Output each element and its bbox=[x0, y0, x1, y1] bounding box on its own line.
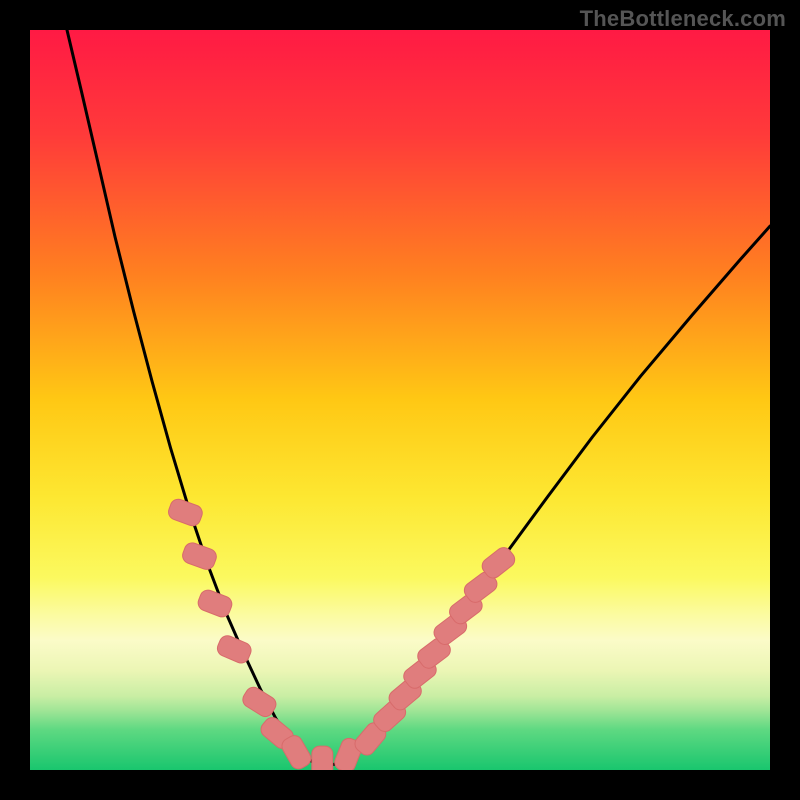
chart-container: TheBottleneck.com bbox=[0, 0, 800, 800]
plot-gradient-background bbox=[30, 30, 770, 770]
watermark-text: TheBottleneck.com bbox=[580, 6, 786, 32]
bottleneck-chart bbox=[0, 0, 800, 800]
